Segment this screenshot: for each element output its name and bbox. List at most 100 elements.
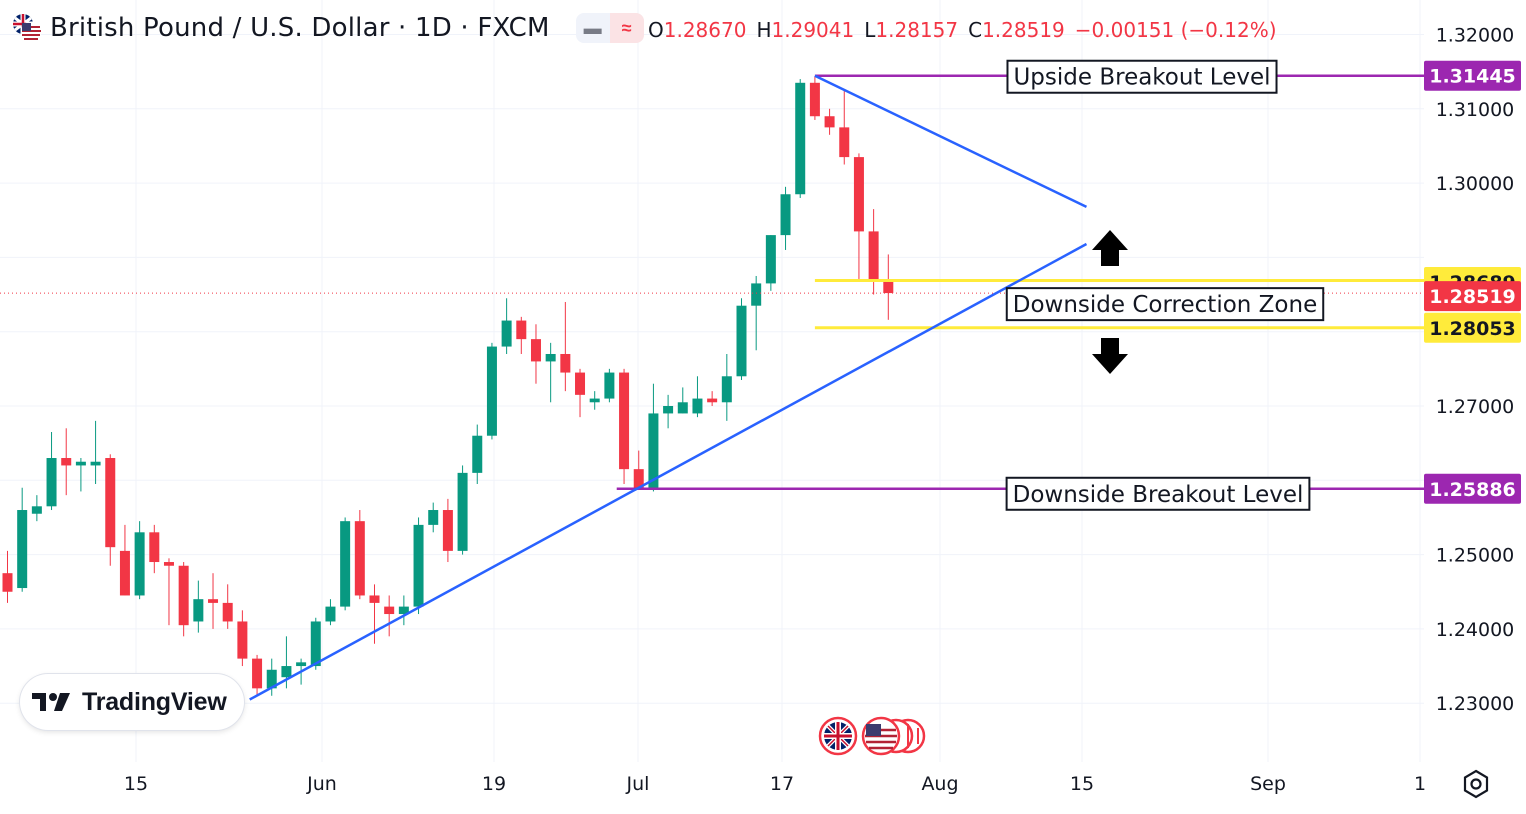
upside-breakout-price: 1.31445 — [1429, 66, 1516, 88]
candle-body — [325, 606, 336, 622]
currency-events[interactable] — [818, 716, 938, 756]
low-value: 1.28157 — [875, 18, 959, 42]
candle-body — [853, 157, 864, 232]
x-tick-label: Sep — [1250, 773, 1286, 795]
close-key: C — [968, 18, 983, 42]
time-axis: 15 Jun 19 Jul 17 Aug 15 Sep 1 — [124, 773, 1426, 795]
candle-body — [46, 458, 57, 507]
grid — [0, 0, 1424, 762]
candle-body — [163, 562, 174, 566]
candle-body — [105, 458, 116, 548]
zone-bottom-tag — [1424, 312, 1521, 343]
candle-body — [501, 320, 512, 347]
candle-body — [134, 532, 145, 596]
candle-body — [677, 402, 688, 414]
candle-body — [633, 469, 644, 488]
downside-breakout-label-text: Downside Breakout Level — [1013, 482, 1304, 508]
usd-event-icon[interactable] — [861, 716, 926, 756]
x-tick-label: 15 — [1070, 773, 1094, 795]
upside-breakout-label-box — [1006, 59, 1278, 94]
drawings: Upside Breakout Level Downside Correction… — [0, 59, 1424, 701]
logo-text: TradingView — [82, 687, 227, 716]
y-tick-label: 1.31000 — [1436, 99, 1515, 121]
candle-body — [252, 658, 263, 689]
candle-body — [560, 353, 571, 373]
y-tick-label: 1.27000 — [1436, 396, 1515, 418]
candle-body — [780, 194, 791, 236]
x-tick-label: 15 — [124, 773, 148, 795]
candle-body — [354, 521, 365, 596]
candle-body — [398, 606, 409, 615]
x-tick-label: Aug — [921, 773, 958, 795]
ohlc-readout: O1.28670 H1.29041 L1.28157 C1.28519 −0.00151… — [648, 18, 1277, 42]
lower-support-trendline — [249, 242, 1088, 701]
candle-body — [530, 339, 541, 362]
candle-body — [413, 524, 424, 607]
high-value: 1.29041 — [771, 18, 855, 42]
candle-body — [75, 461, 86, 466]
last-price-price: 1.28519 — [1429, 286, 1516, 308]
upside-breakout-label: Upside Breakout Level — [1006, 59, 1278, 94]
downside-breakout-price: 1.25886 — [1429, 479, 1516, 501]
candle-body — [795, 82, 806, 195]
candle-body — [369, 595, 380, 603]
x-tick-label: Jun — [306, 773, 337, 795]
candle-body — [824, 116, 835, 128]
chart-header: British Pound / U.S. Dollar · 1D · FXCM … — [12, 10, 644, 46]
candle-body — [193, 599, 204, 622]
candle-body — [457, 472, 468, 551]
candle-body — [149, 532, 160, 563]
candle-body — [883, 281, 894, 294]
downside-correction-zone-label: Downside Correction Zone — [1005, 287, 1325, 322]
candle-body — [604, 372, 615, 399]
close-value: 1.28519 — [982, 18, 1065, 42]
candle-body — [428, 510, 439, 525]
y-tick-label: 1.25000 — [1436, 545, 1515, 567]
gbp-event-icon[interactable] — [818, 716, 858, 756]
upside-breakout-label-text: Upside Breakout Level — [1013, 65, 1270, 91]
candle-body — [208, 599, 219, 603]
tradingview-logo-icon — [32, 693, 70, 711]
y-tick-label: 1.32000 — [1436, 25, 1515, 47]
candle-body — [516, 320, 527, 340]
candle-body — [61, 458, 72, 466]
x-tick-label: 19 — [482, 773, 506, 795]
indicator-toggle[interactable]: ▬ ≈ — [575, 13, 644, 43]
candle-body — [340, 521, 351, 607]
candle-body — [281, 666, 292, 678]
candle-body — [663, 406, 674, 414]
downside-correction-zone-label-text: Downside Correction Zone — [1013, 292, 1317, 318]
candle-body — [589, 398, 600, 403]
candle-body — [442, 510, 453, 551]
candle-body — [384, 606, 395, 615]
y-tick-label: 1.23000 — [1436, 693, 1515, 715]
downside-breakout-label: Downside Breakout Level — [1005, 476, 1311, 511]
candle-body — [721, 376, 732, 403]
candles — [2, 76, 894, 696]
candle-body — [839, 127, 850, 158]
candle-body — [707, 398, 718, 403]
settings-icon[interactable] — [1460, 768, 1492, 800]
tradingview-logo[interactable]: TradingView — [20, 674, 244, 730]
candle-body — [545, 353, 556, 362]
minus-icon[interactable]: ▬ — [583, 17, 602, 38]
candle-body — [119, 550, 130, 596]
change-value: −0.00151 (−0.12%) — [1074, 18, 1277, 42]
wave-icon[interactable]: ≈ — [609, 13, 644, 43]
zone-bottom-price: 1.28053 — [1429, 318, 1516, 340]
candle-body — [31, 506, 42, 514]
symbol-title[interactable]: British Pound / U.S. Dollar · 1D · FXCM — [50, 13, 550, 43]
last-price-tag — [1424, 281, 1521, 312]
downside-correction-zone-label-box — [1005, 287, 1325, 322]
candle-body — [237, 621, 248, 659]
upper-resistance-trendline — [814, 74, 1088, 209]
candle-body — [17, 510, 28, 589]
candle-body — [266, 669, 277, 689]
low-key: L — [864, 18, 876, 42]
candle-body — [736, 305, 747, 377]
downside-breakout-tag — [1424, 473, 1521, 504]
candle-body — [310, 621, 321, 667]
candle-body — [472, 435, 483, 473]
gbp-usd-flag-icon — [12, 13, 42, 43]
